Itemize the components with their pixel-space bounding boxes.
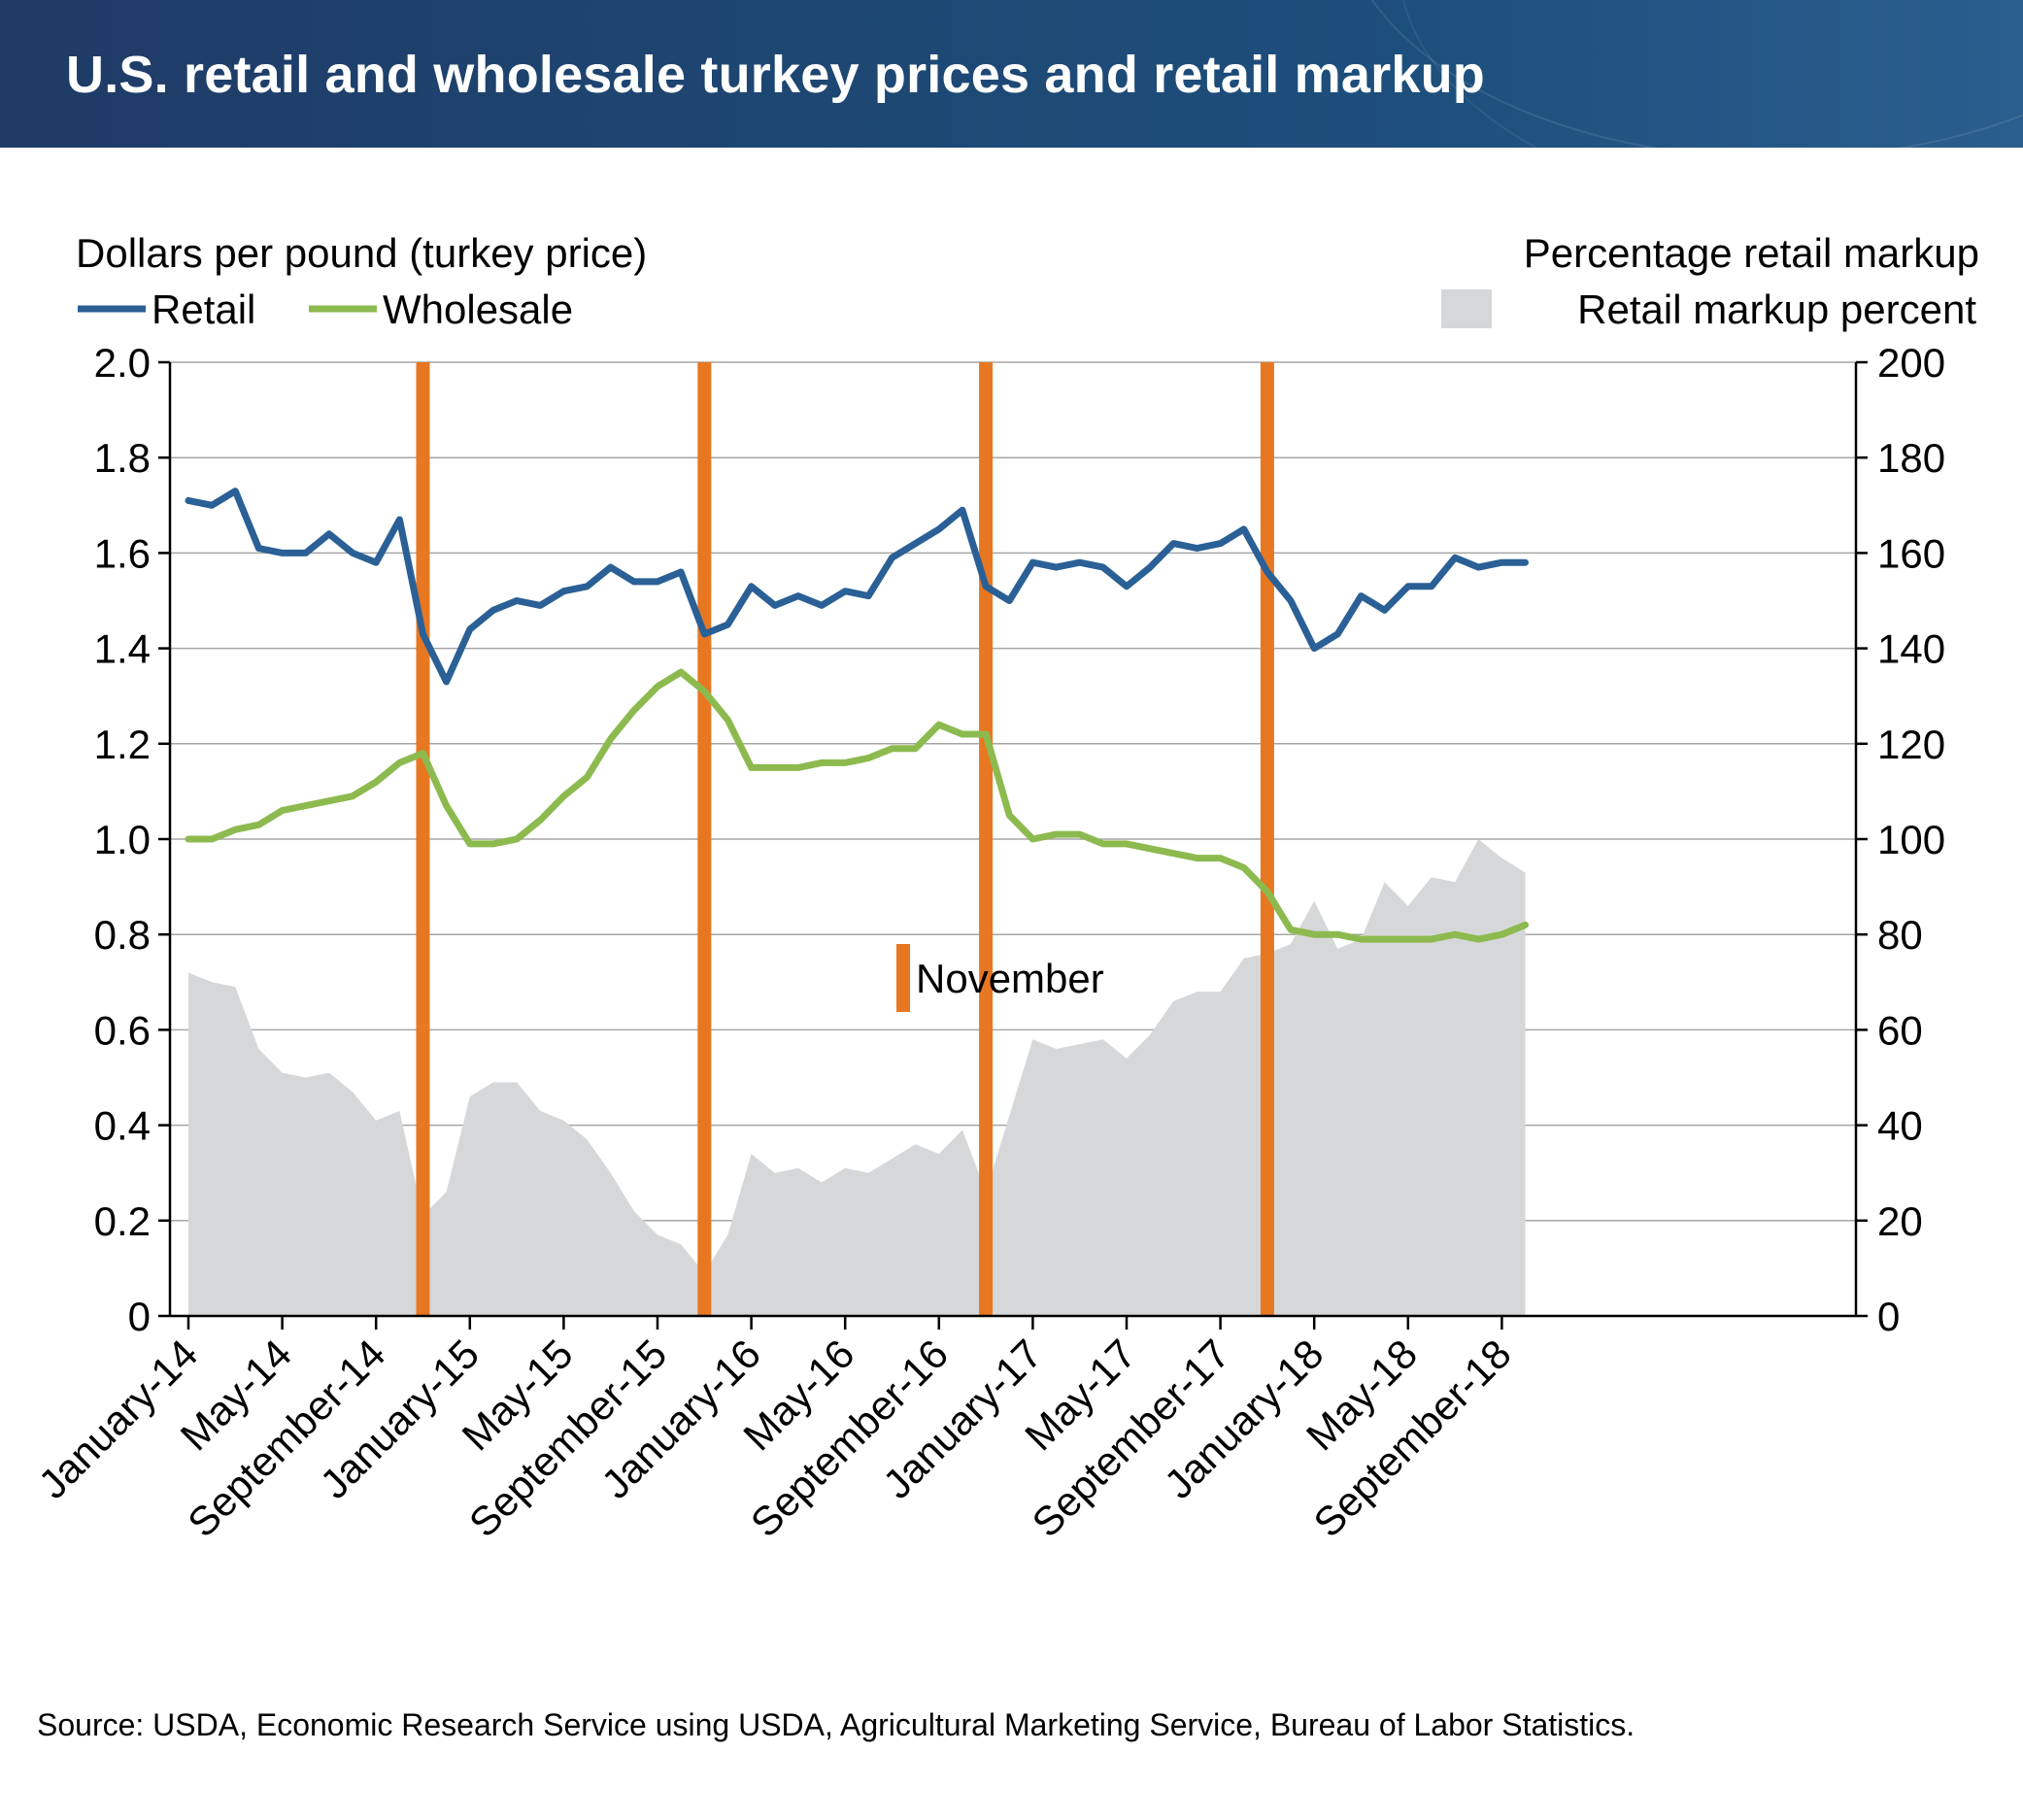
left-tick-label: 0.6 — [94, 1007, 151, 1053]
chart-title: U.S. retail and wholesale turkey prices … — [66, 46, 1485, 104]
november-legend-label: November — [916, 956, 1104, 1001]
right-tick-label: 140 — [1877, 626, 1945, 672]
source-note: Source: USDA, Economic Research Service … — [37, 1707, 1635, 1742]
november-bar — [416, 362, 430, 1316]
right-tick-label: 160 — [1877, 530, 1945, 576]
right-tick-label: 80 — [1877, 912, 1923, 958]
left-tick-label: 1.2 — [94, 722, 151, 767]
left-tick-label: 0.8 — [94, 912, 151, 958]
left-tick-label: 1.8 — [94, 435, 151, 481]
right-tick-label: 0 — [1877, 1294, 1900, 1339]
legend-label-markup: Retail markup percent — [1577, 286, 1976, 332]
november-legend-swatch — [896, 944, 910, 1012]
left-tick-label: 0.2 — [94, 1198, 151, 1244]
november-bar — [979, 362, 994, 1316]
right-tick-label: 40 — [1877, 1103, 1923, 1149]
legend-swatch-markup — [1441, 289, 1492, 328]
left-tick-label: 1.4 — [94, 626, 151, 672]
right-tick-label: 120 — [1877, 722, 1945, 767]
right-tick-label: 200 — [1877, 340, 1945, 386]
right-tick-label: 60 — [1877, 1007, 1923, 1053]
left-tick-label: 1.0 — [94, 817, 151, 862]
november-legend: November — [896, 944, 1104, 1012]
right-axis-title: Percentage retail markup — [1524, 230, 1979, 276]
legend-label-wholesale: Wholesale — [383, 286, 573, 332]
legend-label-retail: Retail — [152, 286, 255, 332]
right-tick-label: 100 — [1877, 817, 1945, 862]
series-line-wholesale — [185, 668, 1529, 943]
left-axis-title: Dollars per pound (turkey price) — [76, 230, 647, 276]
left-tick-label: 0 — [128, 1294, 151, 1339]
series-line-retail — [185, 488, 1529, 686]
right-tick-label: 20 — [1877, 1198, 1923, 1244]
chart: Dollars per pound (turkey price) Percent… — [30, 230, 1979, 1546]
right-tick-label: 180 — [1877, 435, 1945, 481]
left-tick-label: 1.6 — [94, 530, 151, 576]
legend: Retail Wholesale Retail markup percent — [78, 286, 1976, 332]
title-banner: U.S. retail and wholesale turkey prices … — [0, 0, 2023, 148]
november-bar — [1260, 362, 1274, 1316]
left-tick-label: 2.0 — [94, 340, 151, 386]
november-bar — [697, 362, 712, 1316]
series-area-markup — [188, 839, 1526, 1316]
left-tick-label: 0.4 — [94, 1103, 151, 1149]
